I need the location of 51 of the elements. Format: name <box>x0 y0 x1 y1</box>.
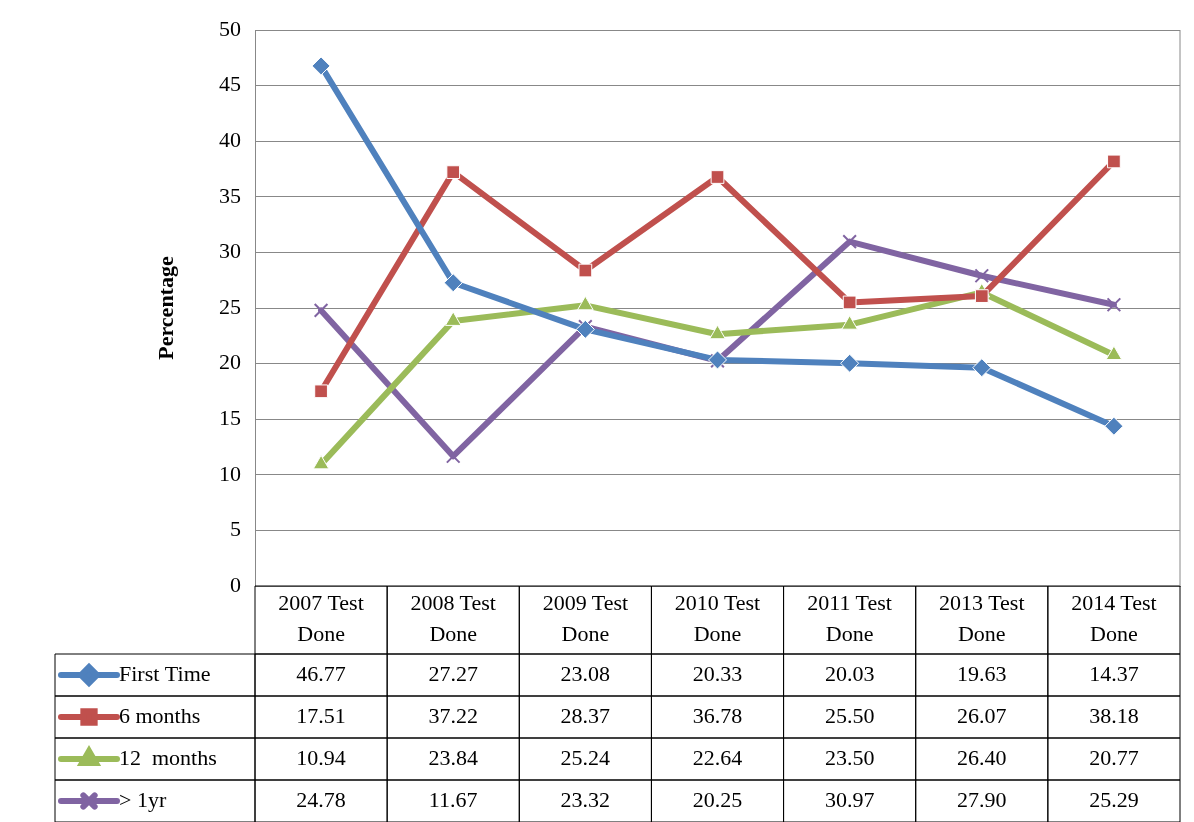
data-label: 25.24 <box>560 744 611 770</box>
data-label: 23.32 <box>560 786 611 812</box>
x-tick-label: 2010 Test Done <box>674 590 761 647</box>
y-tick-label: 30 <box>219 238 241 264</box>
data-label: 17.51 <box>296 702 346 728</box>
x-tick-label: 2011 Test Done <box>807 590 892 647</box>
x-tick-label: 2007 Test Done <box>278 590 364 647</box>
y-tick-label: 20 <box>219 349 241 375</box>
y-axis-title: Percentage <box>152 256 178 360</box>
y-tick-label: 5 <box>230 516 241 542</box>
data-label: 24.78 <box>296 786 346 812</box>
legend-label: 12 months <box>119 744 217 770</box>
y-tick-label: 0 <box>230 571 241 597</box>
data-label: 20.03 <box>824 660 875 686</box>
x-tick-label: 2008 Test Done <box>410 590 496 647</box>
data-label: 23.08 <box>560 660 611 686</box>
data-label: 27.90 <box>957 786 1007 812</box>
data-label: 20.25 <box>692 786 743 812</box>
data-label: 23.50 <box>824 744 875 770</box>
data-label: 37.22 <box>428 702 478 728</box>
legend-label: > 1yr <box>119 786 167 812</box>
data-label: 19.63 <box>957 660 1007 686</box>
y-tick-label: 40 <box>219 126 241 152</box>
data-label: 20.33 <box>692 660 743 686</box>
data-label: 22.64 <box>692 744 743 770</box>
data-label: 25.29 <box>1089 786 1139 812</box>
legend-label: First Time <box>119 660 211 686</box>
y-tick-label: 10 <box>219 460 241 486</box>
data-label: 30.97 <box>824 786 875 812</box>
data-label: 11.67 <box>428 786 478 812</box>
data-label: 27.27 <box>428 660 478 686</box>
data-label: 36.78 <box>692 702 743 728</box>
x-tick-label: 2013 Test Done <box>939 590 1025 647</box>
data-label: 28.37 <box>560 702 611 728</box>
data-label: 38.18 <box>1089 702 1139 728</box>
x-tick-label: 2014 Test Done <box>1071 590 1157 647</box>
y-tick-label: 50 <box>219 15 241 41</box>
y-tick-label: 35 <box>219 182 241 208</box>
data-label: 26.40 <box>957 744 1007 770</box>
x-tick-label: 2009 Test Done <box>542 590 629 647</box>
y-tick-label: 45 <box>219 71 241 97</box>
data-label: 46.77 <box>296 660 346 686</box>
data-label: 26.07 <box>957 702 1007 728</box>
data-label: 10.94 <box>296 744 346 770</box>
data-label: 20.77 <box>1089 744 1139 770</box>
data-label: 14.37 <box>1089 660 1139 686</box>
y-tick-label: 15 <box>219 404 241 430</box>
data-label: 23.84 <box>428 744 478 770</box>
legend-label: 6 months <box>119 702 201 728</box>
y-tick-label: 25 <box>219 293 241 319</box>
data-label: 25.50 <box>824 702 875 728</box>
